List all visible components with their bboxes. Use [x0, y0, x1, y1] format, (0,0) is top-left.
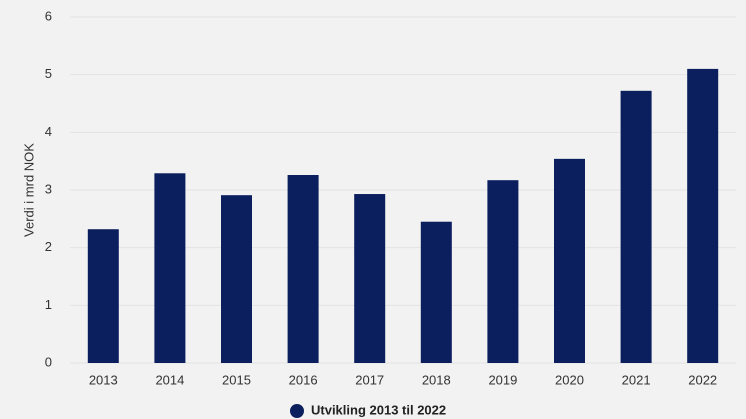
y-tick-label: 2: [45, 239, 52, 254]
y-tick-label: 6: [45, 8, 52, 23]
bar: [154, 173, 186, 363]
y-axis-label: Verdi i mrd NOK: [21, 143, 36, 237]
x-tick-label: 2013: [89, 372, 118, 387]
bar: [620, 90, 652, 364]
bar: [554, 158, 585, 363]
x-tick-label: 2020: [555, 372, 584, 387]
y-tick-label: 4: [45, 124, 52, 139]
x-tick-label: 2016: [289, 372, 318, 387]
x-tick-label: 2014: [155, 372, 184, 387]
x-tick-label: 2022: [688, 372, 717, 387]
bar: [687, 68, 719, 364]
x-tick-label: 2019: [488, 372, 517, 387]
x-tick-label: 2018: [422, 372, 451, 387]
bar: [87, 229, 119, 363]
x-tick-label: 2015: [222, 372, 251, 387]
bar: [287, 175, 319, 363]
y-tick-label: 3: [45, 181, 52, 196]
bar: [420, 221, 452, 363]
y-tick-label: 1: [45, 297, 52, 312]
legend-label: Utvikling 2013 til 2022: [311, 402, 446, 417]
x-tick-label: 2021: [622, 372, 651, 387]
bar: [221, 195, 252, 363]
y-tick-label: 0: [45, 354, 52, 369]
bar: [487, 180, 519, 363]
legend-marker: [290, 404, 304, 418]
x-tick-label: 2017: [355, 372, 384, 387]
bar: [354, 194, 386, 363]
y-tick-label: 5: [45, 66, 52, 81]
